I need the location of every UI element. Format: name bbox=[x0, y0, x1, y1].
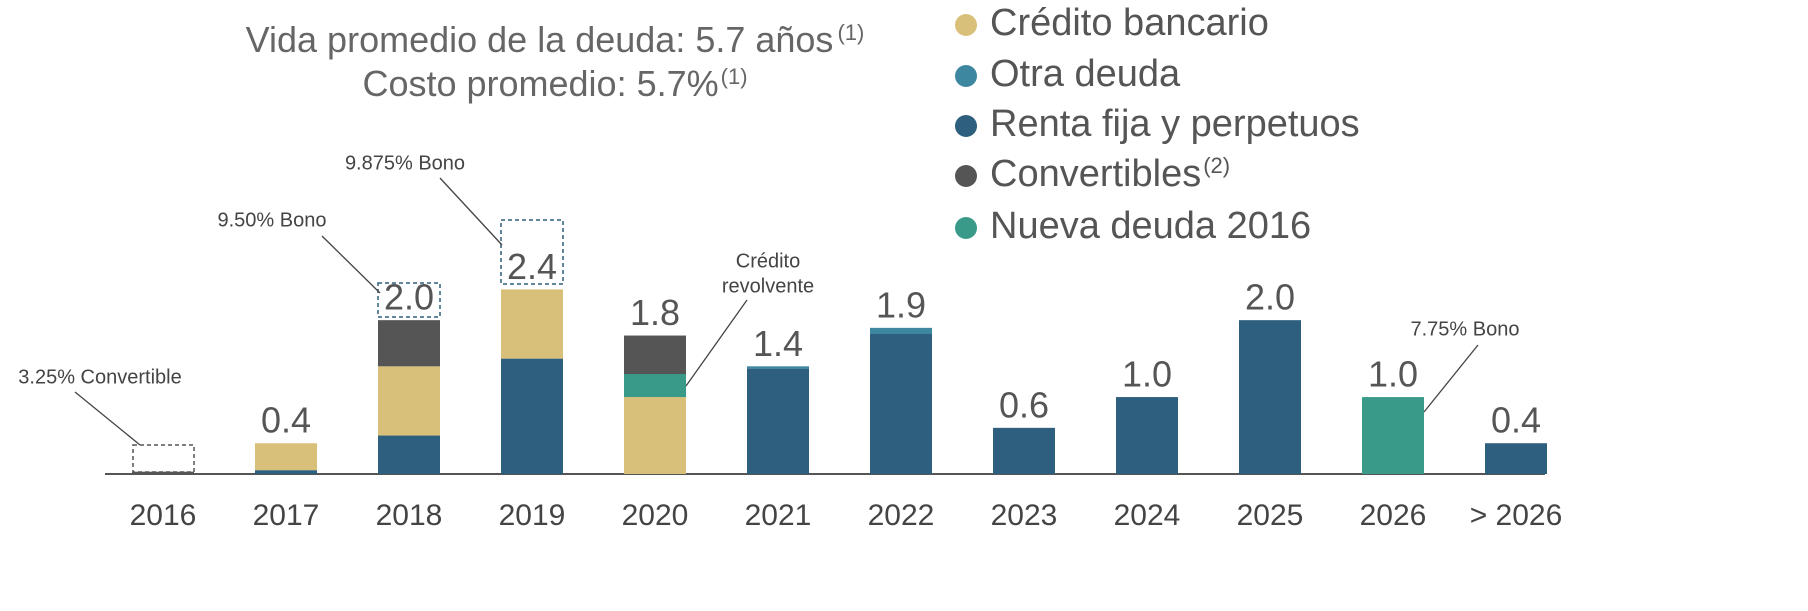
legend-label: Renta fija y perpetuos bbox=[990, 103, 1360, 145]
leader-line bbox=[685, 299, 748, 387]
x-tick-label: 2019 bbox=[499, 499, 566, 532]
leader-line bbox=[321, 235, 381, 294]
x-tick-label: > 2026 bbox=[1470, 499, 1563, 532]
legend-entry: Renta fija y perpetuos bbox=[990, 103, 1360, 145]
bar-segment bbox=[624, 335, 686, 374]
total-label: 0.4 bbox=[1491, 400, 1541, 441]
bar-segment bbox=[132, 471, 194, 474]
legend-label: Convertibles bbox=[990, 153, 1201, 195]
x-tick-label: 2018 bbox=[376, 499, 443, 532]
legend-marker bbox=[955, 14, 977, 36]
bar-segment bbox=[747, 366, 809, 369]
legend-note: (2) bbox=[1203, 153, 1230, 178]
bar-segment bbox=[1485, 443, 1547, 474]
bar-segment bbox=[378, 366, 440, 436]
total-label: 2.4 bbox=[507, 246, 557, 287]
legend-entry: Nueva deuda 2016 bbox=[990, 205, 1311, 247]
subtitle-text: Costo promedio: 5.7% bbox=[362, 63, 718, 104]
bar-segment bbox=[1116, 397, 1178, 474]
x-tick-label: 2025 bbox=[1237, 499, 1304, 532]
bar-segment bbox=[255, 443, 317, 471]
highlight-box bbox=[377, 282, 441, 318]
x-tick-label: 2024 bbox=[1114, 499, 1181, 532]
annotation: 9.50% Bono bbox=[218, 209, 327, 231]
leader-line bbox=[1423, 344, 1479, 413]
x-tick-label: 2016 bbox=[130, 499, 197, 532]
total-label: 1.0 bbox=[1368, 354, 1418, 395]
bar-segment bbox=[993, 427, 1055, 474]
annotation: revolvente bbox=[722, 275, 814, 297]
title-note: (1) bbox=[837, 20, 864, 45]
total-label: 0.6 bbox=[999, 384, 1049, 425]
leader-line bbox=[74, 391, 141, 446]
bar-segment bbox=[624, 397, 686, 474]
bar-segment bbox=[378, 320, 440, 367]
x-tick-label: 2022 bbox=[868, 499, 935, 532]
total-label: 0.4 bbox=[261, 400, 311, 441]
bar-segment bbox=[255, 470, 317, 474]
title-text: Vida promedio de la deuda: 5.7 años bbox=[246, 19, 834, 60]
bar-segment bbox=[1362, 397, 1424, 474]
chart-title: Vida promedio de la deuda: 5.7 años (1) bbox=[246, 19, 865, 60]
annotation: 9.875% Bono bbox=[345, 152, 465, 174]
legend-marker bbox=[955, 115, 977, 137]
legend-label: Crédito bancario bbox=[990, 2, 1269, 44]
annotation: 7.75% Bono bbox=[1411, 318, 1520, 340]
bar-segment bbox=[747, 368, 809, 474]
x-tick-label: 2023 bbox=[991, 499, 1058, 532]
annotation: 3.25% Convertible bbox=[18, 366, 181, 388]
subtitle-note: (1) bbox=[721, 64, 748, 89]
leader-line bbox=[439, 177, 503, 246]
legend-entry: Convertibles(2) bbox=[990, 153, 1230, 195]
legend-entry: Otra deuda bbox=[990, 53, 1181, 95]
legend-marker bbox=[955, 217, 977, 239]
x-tick-label: 2021 bbox=[745, 499, 812, 532]
total-label: 2.0 bbox=[384, 277, 434, 318]
chart-subtitle: Costo promedio: 5.7%(1) bbox=[362, 63, 747, 104]
total-label: 1.9 bbox=[876, 284, 926, 325]
legend-marker bbox=[955, 65, 977, 87]
bar-segment bbox=[624, 374, 686, 398]
total-label: 1.4 bbox=[753, 323, 803, 364]
bar-segment bbox=[870, 334, 932, 474]
bar-segment bbox=[501, 289, 563, 359]
bar-segment bbox=[870, 327, 932, 334]
x-tick-label: 2026 bbox=[1360, 499, 1427, 532]
total-label: 1.8 bbox=[630, 292, 680, 333]
legend-label: Otra deuda bbox=[990, 53, 1181, 95]
bar-segment bbox=[501, 358, 563, 474]
total-label: 2.0 bbox=[1245, 277, 1295, 318]
annotation: Crédito bbox=[736, 250, 800, 272]
highlight-box bbox=[500, 219, 564, 285]
bar-segment bbox=[378, 435, 440, 474]
x-tick-label: 2017 bbox=[253, 499, 320, 532]
total-label: 1.0 bbox=[1122, 354, 1172, 395]
bar-segment bbox=[1239, 320, 1301, 474]
highlight-box bbox=[132, 444, 195, 473]
legend-marker bbox=[955, 165, 977, 187]
legend-label: Nueva deuda 2016 bbox=[990, 205, 1311, 247]
legend-entry: Crédito bancario bbox=[990, 2, 1269, 44]
x-tick-label: 2020 bbox=[622, 499, 689, 532]
